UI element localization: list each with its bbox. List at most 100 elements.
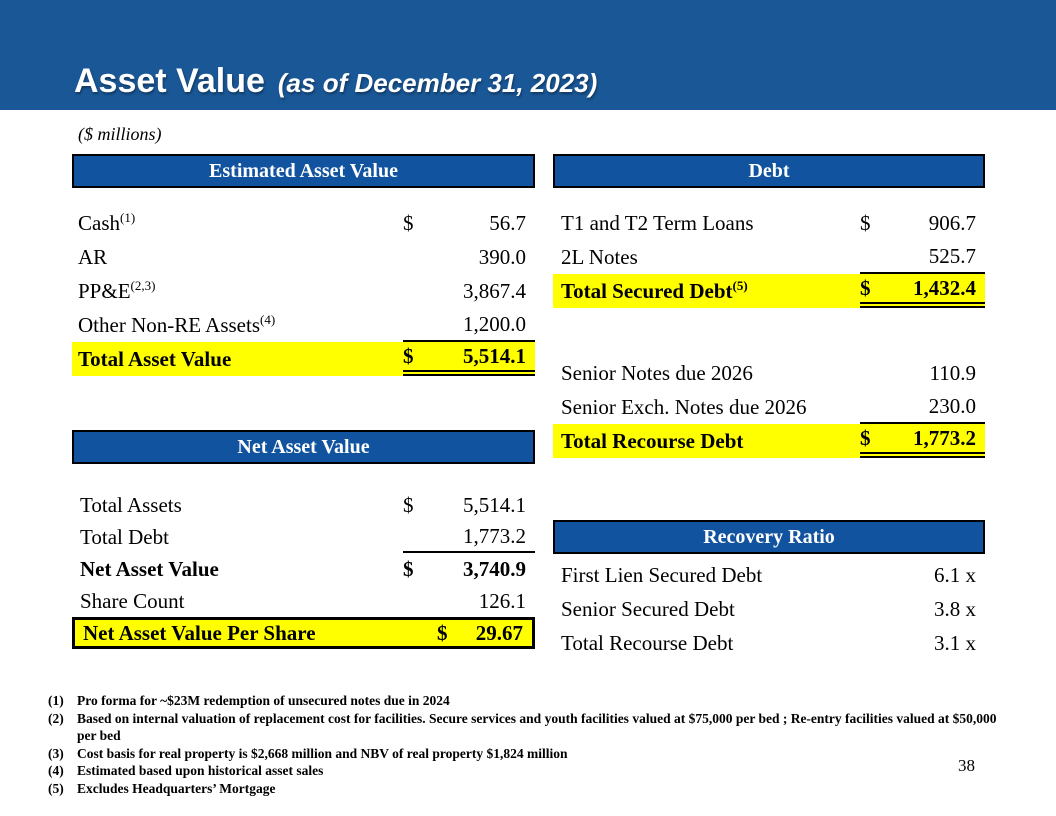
row-label: Share Count xyxy=(80,588,185,613)
table-row: First Lien Secured Debt 6.1 x xyxy=(553,558,985,592)
row-value: 1,200.0 xyxy=(403,308,535,342)
row-amount: 3,740.9 xyxy=(463,556,526,581)
currency-symbol: $ xyxy=(437,620,448,645)
row-amount: 3,867.4 xyxy=(463,278,526,303)
row-label: Senior Notes due 2026 xyxy=(561,360,753,385)
table-header-estimated-asset-value: Estimated Asset Value xyxy=(72,154,535,188)
row-amount: 525.7 xyxy=(928,243,976,268)
currency-symbol: $ xyxy=(403,492,414,517)
currency-symbol: $ xyxy=(403,556,414,581)
row-amount: 5,514.1 xyxy=(463,343,526,368)
footnote-text: Based on internal valuation of replaceme… xyxy=(77,710,997,744)
footnote-number: (3) xyxy=(48,745,64,761)
table-row: Net Asset Value $3,740.9 xyxy=(72,553,535,585)
currency-symbol: $ xyxy=(403,343,414,368)
row-label: Net Asset Value Per Share xyxy=(83,620,316,645)
footnote: (2) Based on internal valuation of replac… xyxy=(48,710,1016,745)
footnote: (4) Estimated based upon historical asset… xyxy=(48,762,1016,780)
table-row: Total Recourse Debt 3.1 x xyxy=(553,626,985,660)
row-label: 2L Notes xyxy=(561,244,638,269)
footnote-number: (4) xyxy=(48,763,64,778)
row-label: Total Recourse Debt xyxy=(561,428,744,453)
row-value: $5,514.1 xyxy=(403,342,535,376)
row-value: $29.67 xyxy=(437,620,532,646)
currency-symbol: $ xyxy=(860,275,871,300)
footnote-marker: (2,3) xyxy=(130,277,156,293)
table-row: Cash(1) $56.7 xyxy=(72,206,535,240)
row-label: Cash(1) xyxy=(78,209,136,235)
footnote: (1) Pro forma for ~$23M redemption of uns… xyxy=(48,692,1016,710)
table-row: Total Secured Debt(5) $1,432.4 xyxy=(553,274,985,308)
table-header-debt: Debt xyxy=(553,154,985,188)
table-row: Senior Exch. Notes due 2026 230.0 xyxy=(553,390,985,424)
table-body-recourse-debt: Senior Notes due 2026 110.9 Senior Exch. N… xyxy=(553,356,985,458)
row-label: Other Non-RE Assets(4) xyxy=(78,311,276,337)
footnotes: (1) Pro forma for ~$23M redemption of uns… xyxy=(48,692,1016,797)
footnote-text: Pro forma for ~$23M redemption of unsecu… xyxy=(77,693,450,708)
row-label: Total Asset Value xyxy=(78,346,232,371)
row-amount: 5,514.1 xyxy=(463,492,526,517)
table-row: T1 and T2 Term Loans $906.7 xyxy=(553,206,985,240)
table-row: Senior Notes due 2026 110.9 xyxy=(553,356,985,390)
row-amount: 3.8 x xyxy=(934,596,976,621)
table-row: Senior Secured Debt 3.8 x xyxy=(553,592,985,626)
row-amount: 1,773.2 xyxy=(463,523,526,548)
row-label: Total Recourse Debt xyxy=(561,630,734,655)
row-amount: 3.1 x xyxy=(934,630,976,655)
footnote-text: Excludes Headquarters’ Mortgage xyxy=(77,780,276,796)
table-row: Total Recourse Debt $1,773.2 xyxy=(553,424,985,458)
footnote: (5) Excludes Headquarters’ Mortgage xyxy=(48,780,1016,798)
footnote-number: (1) xyxy=(48,693,64,708)
row-amount: 6.1 x xyxy=(934,562,976,587)
table-row: Total Debt 1,773.2 xyxy=(72,521,535,553)
table-row: Net Asset Value Per Share $29.67 xyxy=(72,617,535,649)
row-value: $3,740.9 xyxy=(403,553,535,585)
row-amount: 1,200.0 xyxy=(463,311,526,336)
row-value: 230.0 xyxy=(860,390,985,424)
row-label: First Lien Secured Debt xyxy=(561,562,763,587)
table-row: PP&E(2,3) 3,867.4 xyxy=(72,274,535,308)
row-value: 110.9 xyxy=(860,356,985,390)
table-header-recovery-ratio: Recovery Ratio xyxy=(553,520,985,554)
row-value: $1,432.4 xyxy=(860,274,985,308)
page-subtitle: (as of December 31, 2023) xyxy=(277,68,598,98)
row-label: Total Debt xyxy=(80,524,169,549)
row-value: 6.1 x xyxy=(860,558,985,592)
currency-symbol: $ xyxy=(860,210,871,235)
row-value: $906.7 xyxy=(860,206,985,240)
units-note: ($ millions) xyxy=(78,124,162,144)
footnote-marker: (5) xyxy=(732,277,748,293)
currency-symbol: $ xyxy=(860,425,871,450)
row-label: Net Asset Value xyxy=(80,556,219,581)
table-header-net-asset-value: Net Asset Value xyxy=(72,430,535,464)
row-label: Senior Exch. Notes due 2026 xyxy=(561,394,807,419)
row-amount: 56.7 xyxy=(489,210,526,235)
row-amount: 1,432.4 xyxy=(913,275,976,300)
row-label: Total Secured Debt(5) xyxy=(561,277,748,303)
row-amount: 126.1 xyxy=(478,588,526,613)
table-recovery-ratio: Recovery Ratio First Lien Secured Debt 6.… xyxy=(553,520,985,660)
table-row: Share Count 126.1 xyxy=(72,585,535,617)
row-amount: 906.7 xyxy=(928,210,976,235)
table-body-secured-debt: T1 and T2 Term Loans $906.7 2L Notes 525.7 T… xyxy=(553,206,985,308)
footnote-number: (5) xyxy=(48,780,64,796)
row-label: Senior Secured Debt xyxy=(561,596,735,621)
table-row: Other Non-RE Assets(4) 1,200.0 xyxy=(72,308,535,342)
footnote: (3) Cost basis for real property is $2,66… xyxy=(48,745,1016,763)
footnote-marker: (1) xyxy=(120,209,136,225)
row-value: 3.8 x xyxy=(860,592,985,626)
row-label: Total Assets xyxy=(80,492,182,517)
row-amount: 1,773.2 xyxy=(913,425,976,450)
footnote-text: Estimated based upon historical asset sa… xyxy=(77,763,324,778)
row-amount: 29.67 xyxy=(475,620,523,645)
title-band: Asset Value (as of December 31, 2023) xyxy=(0,0,1056,110)
table-row: AR 390.0 xyxy=(72,240,535,274)
row-value: 3.1 x xyxy=(860,626,985,660)
row-value: 126.1 xyxy=(403,585,535,617)
row-label: PP&E(2,3) xyxy=(78,277,156,303)
row-value: $1,773.2 xyxy=(860,424,985,458)
table-debt: Debt T1 and T2 Term Loans $906.7 2L Notes 5… xyxy=(553,154,985,458)
footnote-marker: (4) xyxy=(260,311,276,327)
row-value: 390.0 xyxy=(403,240,535,274)
